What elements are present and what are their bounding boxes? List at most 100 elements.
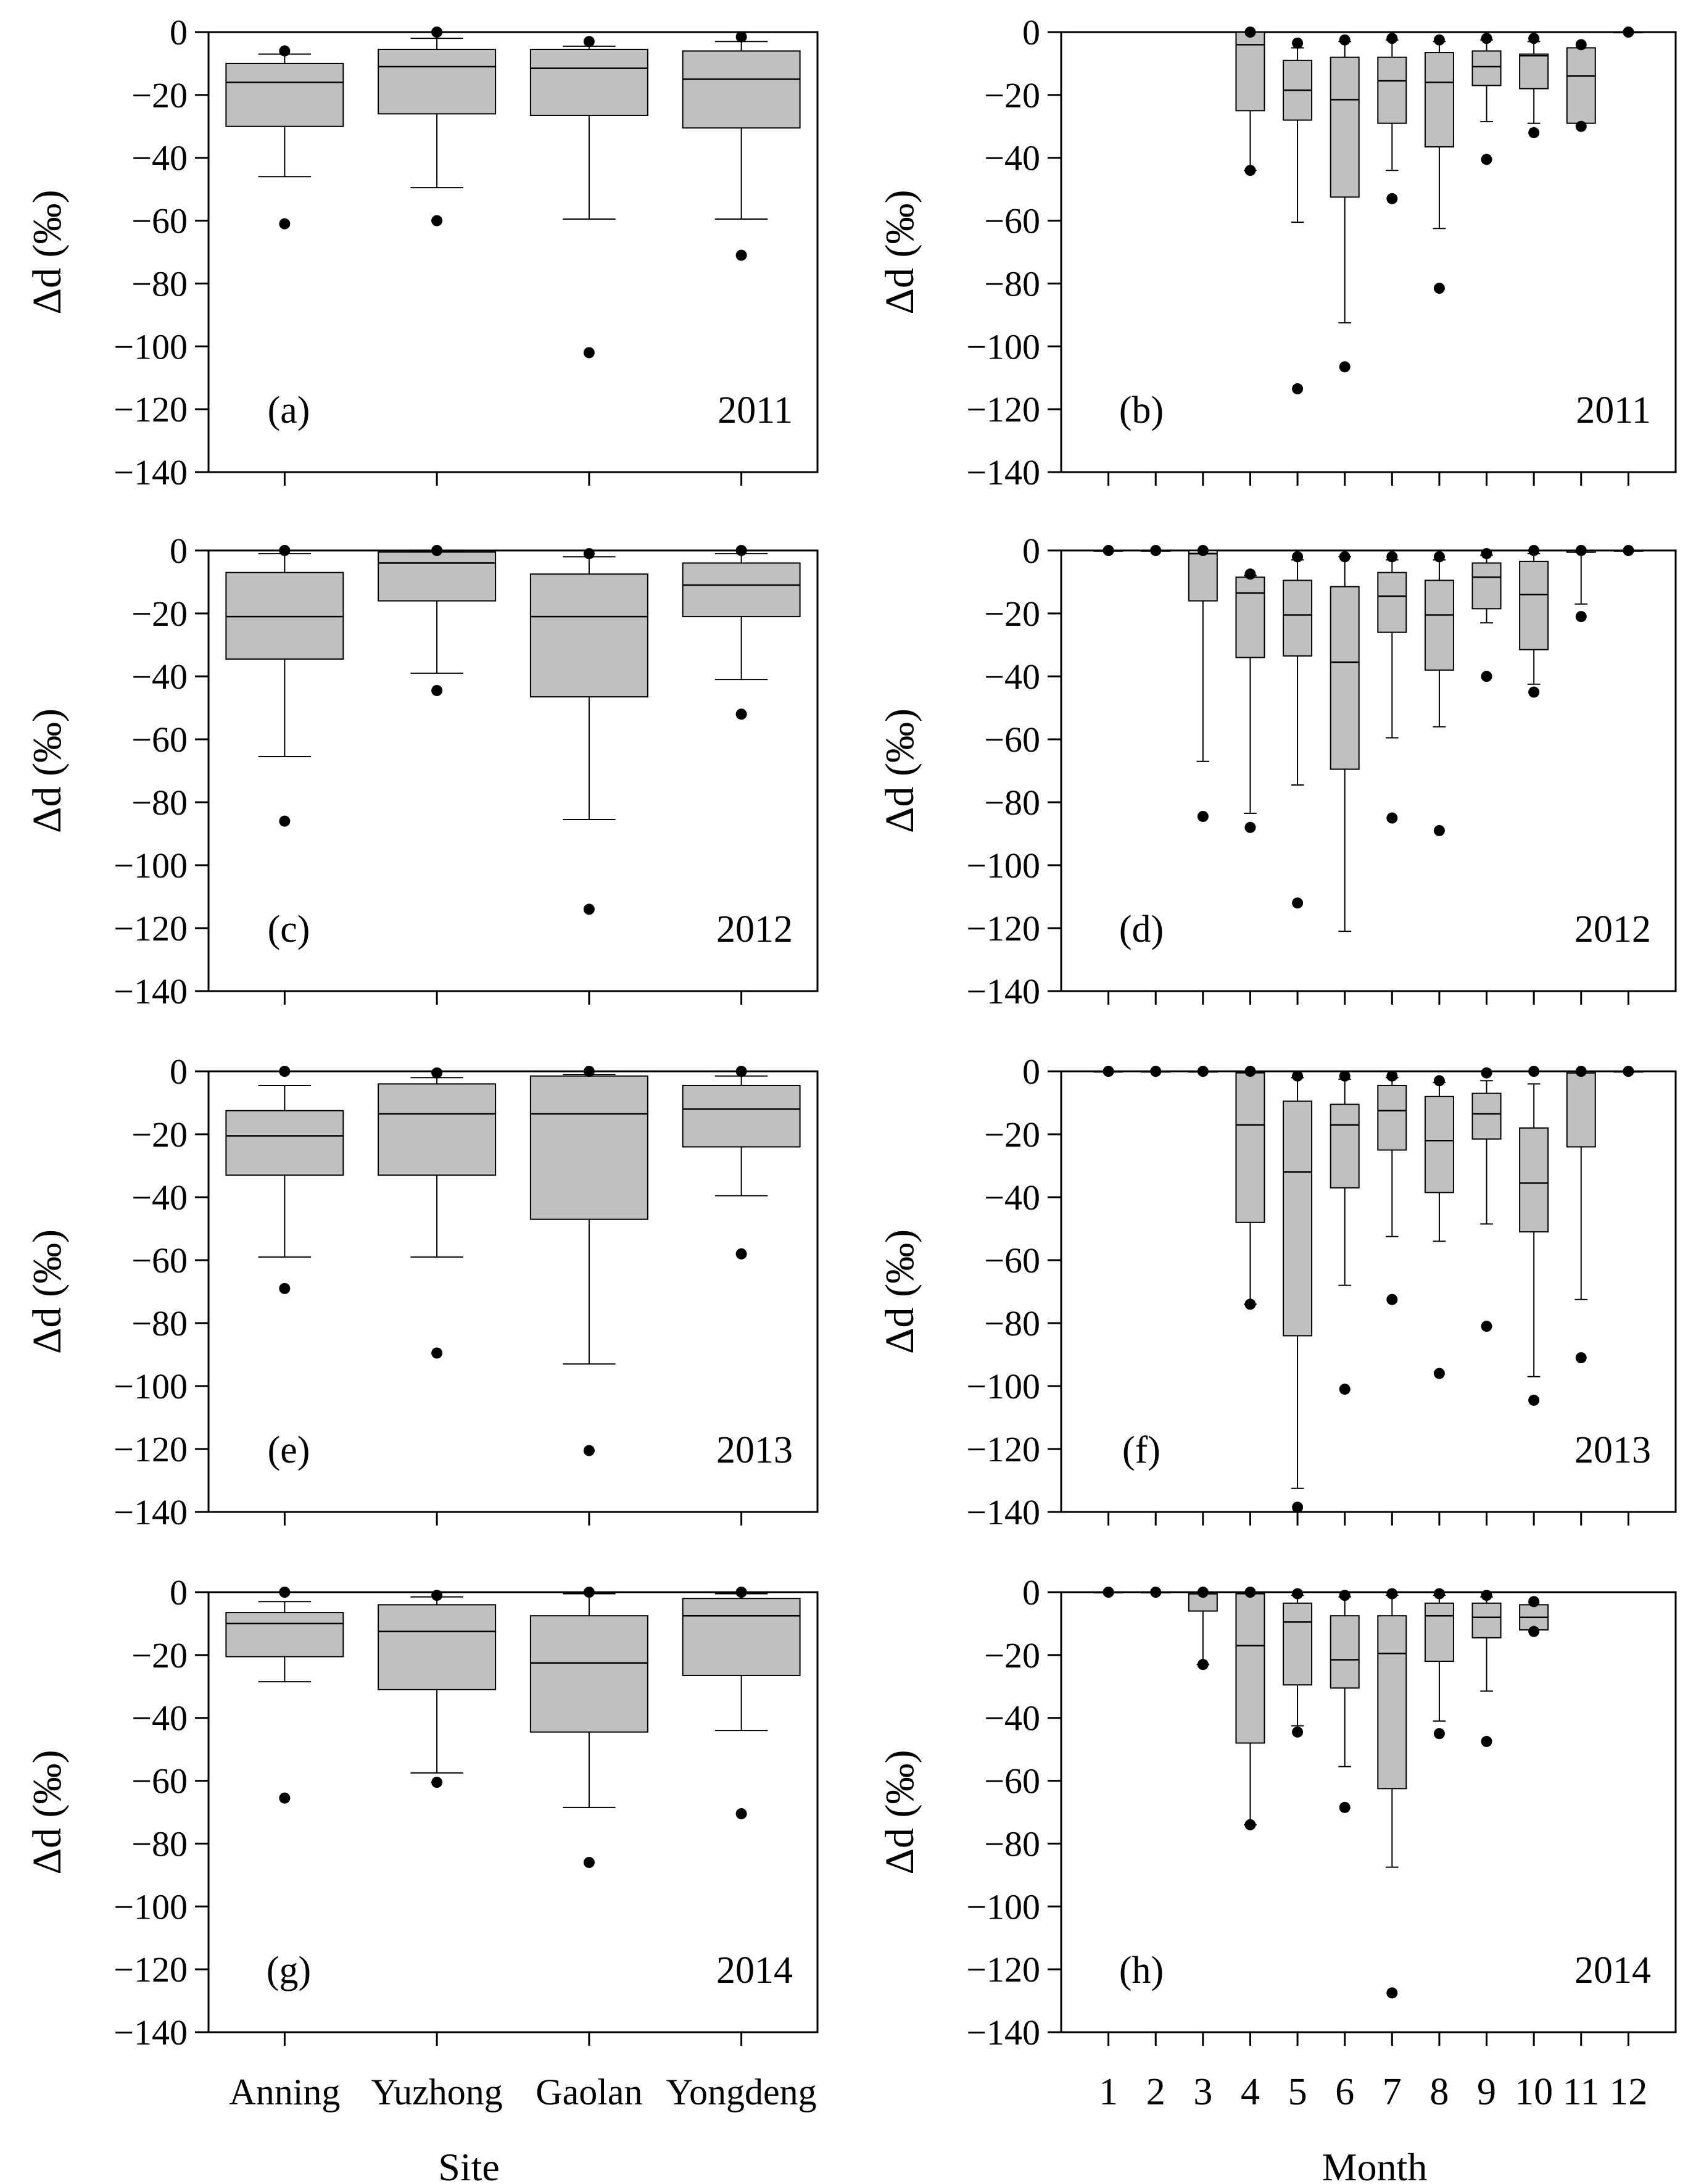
panel-d-y-tick-label: −40 (984, 657, 1040, 697)
panel-b-y-tick-label: −20 (984, 75, 1040, 115)
panel-g-outlier (431, 1777, 443, 1788)
panel-h-outlier (1481, 1735, 1492, 1747)
panel-e-box (682, 1084, 801, 1148)
panel-a-y-tick-label: −20 (131, 75, 188, 115)
panel-a-box (378, 49, 497, 115)
panel-f-y-tick-label: −100 (966, 1366, 1040, 1406)
panel-h-outlier (1244, 1587, 1256, 1598)
panel-g-frame (207, 1591, 819, 2033)
panel-b-outlier (1481, 154, 1492, 165)
panel-c-y-tick-label: 0 (170, 531, 188, 571)
x-axis-title-month: Month (1322, 2145, 1428, 2184)
panel-e-y-tick-label: −120 (114, 1429, 188, 1469)
panel-h-outlier (1339, 1801, 1351, 1813)
panel-e-y-axis-label: Δd (‰) (25, 1229, 70, 1354)
panel-h-x-tick-label: 2 (1146, 2071, 1165, 2113)
panel-f-y-tick-label: 0 (1022, 1052, 1040, 1092)
panel-a-y-tick-label: −40 (131, 138, 188, 178)
panel-c-y-tick-label: −100 (114, 845, 188, 886)
panel-c-y-tick-label: −80 (131, 783, 188, 823)
panel-d-outlier (1103, 545, 1114, 556)
panel-e-box (529, 1075, 648, 1220)
panel-b-y-axis-label: Δd (‰) (877, 190, 922, 315)
panel-h-x-tick-label: 1 (1099, 2071, 1118, 2113)
panel-f-box (1471, 1092, 1502, 1140)
panel-a-y-tick-label: −60 (131, 201, 188, 241)
panel-h-x-tick-label: 11 (1563, 2071, 1600, 2113)
panel-f-year: 2013 (1574, 1429, 1651, 1471)
panel-f-outlier (1339, 1070, 1351, 1082)
panel-d-outlier (1244, 568, 1256, 580)
panel-g-year: 2014 (716, 1949, 793, 1991)
panel-h-y-tick-label: −100 (966, 1887, 1040, 1927)
panel-a-outlier (431, 27, 443, 38)
panel-f-box (1566, 1071, 1596, 1148)
panel-c-y-tick-label: −120 (114, 908, 188, 949)
panel-g-y-tick-label: −80 (131, 1824, 188, 1864)
panel-h-outlier (1528, 1626, 1540, 1637)
panel-f-outlier (1292, 1070, 1304, 1082)
panel-a-y-tick-label: −140 (114, 452, 188, 492)
panel-g-y-axis-label: Δd (‰) (25, 1750, 70, 1875)
panel-b-outlier (1528, 33, 1540, 44)
panel-g-y-tick-label: −40 (131, 1698, 188, 1738)
panel-d-box (1424, 579, 1454, 671)
panel-d-box (1377, 571, 1407, 633)
panel-b-frame (1060, 31, 1677, 473)
panel-f-box (1330, 1103, 1360, 1189)
panel-b-outlier (1244, 27, 1256, 38)
panel-h-outlier (1528, 1596, 1540, 1608)
panel-d-y-tick-label: −20 (984, 594, 1040, 634)
panel-a-frame (207, 31, 819, 473)
panel-a-y-axis-label: Δd (‰) (25, 190, 70, 315)
panel-g-outlier (279, 1792, 291, 1804)
panel-g-outlier (583, 1587, 595, 1598)
panel-h-outlier (1150, 1587, 1162, 1598)
panel-g-label: (g) (267, 1949, 311, 1991)
panel-h-outlier (1292, 1588, 1304, 1600)
panel-f-outlier (1528, 1066, 1540, 1077)
panel-b-box (1424, 52, 1454, 147)
panel-b-y-tick-label: −120 (966, 389, 1040, 430)
panel-c-box (682, 562, 801, 618)
panel-f-frame (1060, 1070, 1677, 1513)
panel-h-outlier (1433, 1588, 1445, 1600)
panel-f-outlier (1481, 1067, 1492, 1079)
panel-h-outlier (1481, 1590, 1492, 1601)
panel-b-outlier (1528, 127, 1540, 138)
panel-b-outlier (1292, 383, 1304, 395)
panel-b-outlier (1386, 193, 1398, 204)
panel-f-outlier (1244, 1066, 1256, 1077)
panel-c-outlier (431, 684, 443, 696)
panel-h-frame (1060, 1591, 1677, 2033)
panel-f-outlier (1433, 1368, 1445, 1379)
panel-d-outlier (1386, 551, 1398, 563)
panel-a-year: 2011 (718, 389, 793, 431)
panel-a-outlier (583, 347, 595, 359)
panel-d-outlier (1433, 551, 1445, 563)
panel-e-year: 2013 (716, 1429, 793, 1471)
panel-h-year: 2014 (1574, 1949, 1651, 1991)
panel-g-y-tick-label: −120 (114, 1949, 188, 1990)
panel-d-box (1519, 560, 1549, 650)
panel-d-box (1330, 586, 1360, 770)
panel-h-x-tick-label: 3 (1193, 2071, 1212, 2113)
panel-f-box (1424, 1095, 1454, 1194)
panel-g-box (682, 1598, 801, 1676)
panel-h-y-tick-label: 0 (1022, 1572, 1040, 1613)
panel-c-y-tick-label: −40 (131, 657, 188, 697)
panel-e-outlier (735, 1248, 747, 1260)
panel-b-outlier (1339, 34, 1351, 46)
panel-d-box (1188, 550, 1218, 602)
panel-c-box (378, 551, 497, 602)
panel-b-outlier (1292, 37, 1304, 49)
panel-b-y-tick-label: −40 (984, 138, 1040, 178)
panel-f-box (1283, 1100, 1313, 1337)
panel-h-x-tick-label: 6 (1335, 2071, 1354, 2113)
panel-f-outlier (1103, 1066, 1114, 1077)
panel-b-year: 2011 (1576, 389, 1651, 431)
panel-g-x-tick-label: Yuzhong (371, 2072, 502, 2112)
panel-f-y-tick-label: −20 (984, 1115, 1040, 1155)
panel-b-outlier (1433, 283, 1445, 294)
panel-d-outlier (1197, 810, 1209, 822)
